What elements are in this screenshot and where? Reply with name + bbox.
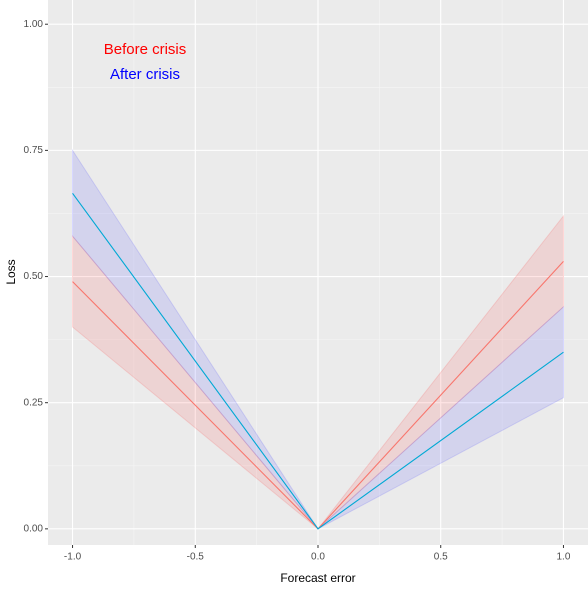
x-tick-label: 0.0 (311, 552, 325, 563)
legend-label: Before crisis (104, 41, 187, 58)
x-axis-title: Forecast error (280, 571, 355, 585)
legend-label: After crisis (110, 66, 180, 83)
x-tick-label: 1.0 (557, 552, 571, 563)
line (72, 192, 564, 530)
y-tick-label: 0.50 (24, 271, 44, 282)
y-tick-label: 0.25 (24, 397, 44, 408)
y-tick-label: 1.00 (24, 19, 44, 30)
y-tick-label: 0.00 (24, 523, 44, 534)
x-tick-label: -1.0 (64, 552, 82, 563)
y-tick-label: 0.75 (24, 145, 44, 156)
x-tick-label: 0.5 (434, 552, 448, 563)
y-axis-title: Loss (4, 259, 18, 284)
x-tick-label: -0.5 (187, 552, 205, 563)
